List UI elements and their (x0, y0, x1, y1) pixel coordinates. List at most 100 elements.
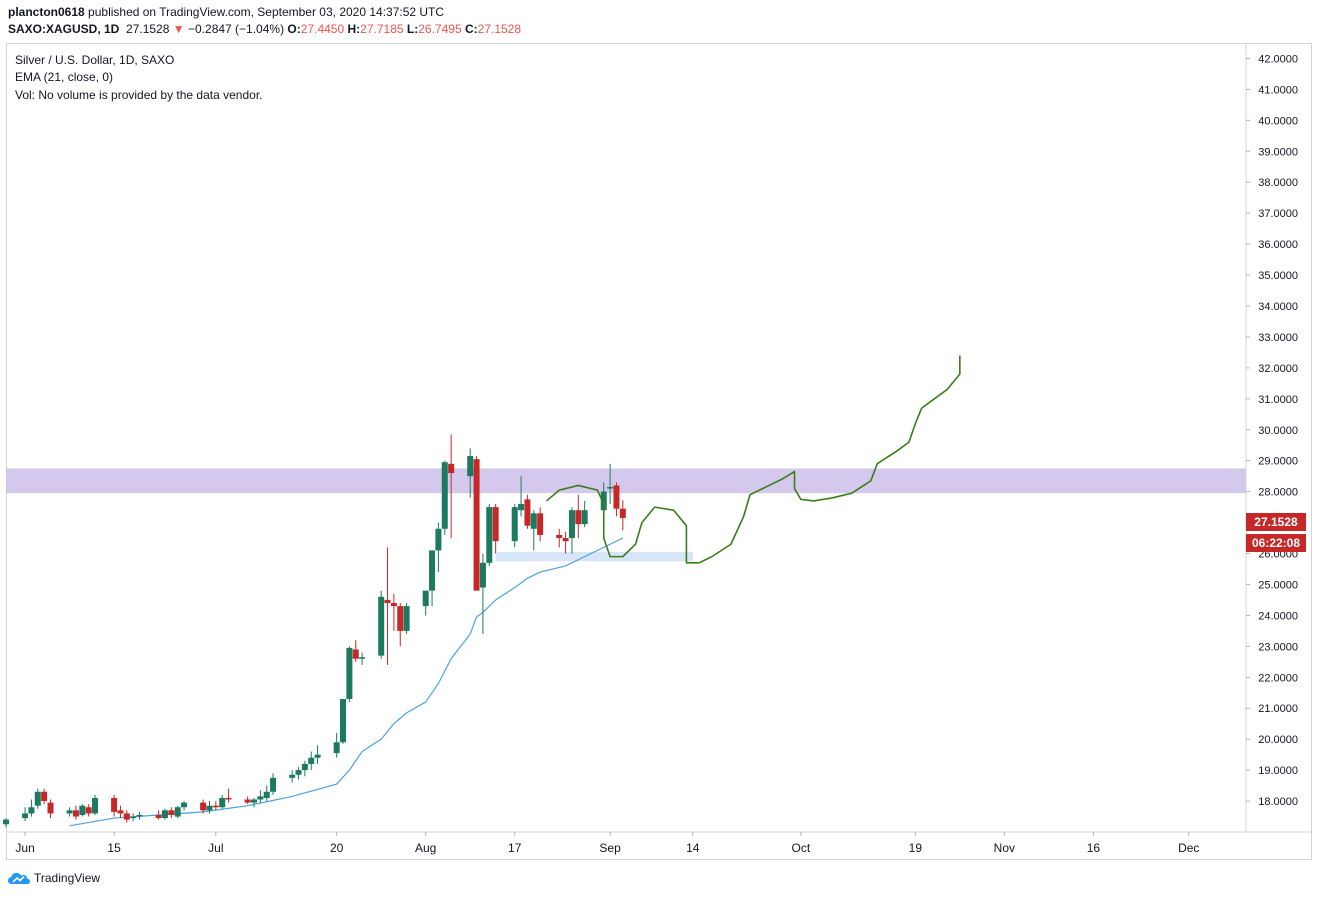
candle-body (244, 799, 251, 803)
close-label: C: (464, 22, 478, 36)
candle-body (575, 510, 582, 525)
symbol-label: SAXO:XAGUSD, 1D (8, 22, 120, 36)
candle-body (295, 770, 302, 775)
last-price-badge (1246, 513, 1306, 531)
countdown-badge-text: 06:22:08 (1252, 536, 1300, 550)
candle-body (479, 562, 486, 588)
last-price: 27.1528 (126, 22, 170, 36)
candle-body (607, 487, 614, 489)
author-name[interactable]: plancton0618 (8, 5, 85, 19)
candle-body (429, 550, 436, 591)
candle-body (346, 647, 353, 699)
candle-body (136, 814, 143, 817)
countdown-badge (1246, 534, 1306, 552)
candle-body (562, 538, 569, 542)
x-tick-label: Nov (994, 841, 1015, 855)
candle-body (212, 805, 219, 808)
tradingview-brand: TradingView (34, 871, 101, 885)
y-tick-label: 24.0000 (1258, 610, 1298, 622)
candle-body (613, 485, 620, 509)
chart-frame[interactable] (6, 43, 1312, 860)
open-label: O: (287, 22, 301, 36)
x-tick-label: Jul (208, 841, 223, 855)
candle-body (22, 813, 29, 819)
y-tick-label: 36.0000 (1258, 239, 1298, 251)
candle-body (41, 791, 48, 802)
candle-body (537, 513, 544, 535)
y-tick-label: 39.0000 (1258, 146, 1298, 158)
candle-body (422, 590, 429, 607)
candle-body (403, 606, 410, 631)
down-arrow-icon: ▼ (172, 22, 185, 36)
legend-vol: Vol: No volume is provided by the data v… (15, 88, 263, 102)
candle-body (155, 814, 162, 819)
y-tick-label: 30.0000 (1258, 425, 1298, 437)
y-tick-label: 19.0000 (1258, 765, 1298, 777)
y-tick-label: 41.0000 (1258, 84, 1298, 96)
candle-body (518, 504, 525, 511)
candle-body (486, 507, 493, 563)
ohlc-line: SAXO:XAGUSD, 1D 27.1528 ▼ −0.2847 (−1.04… (8, 22, 521, 36)
candle-body (511, 507, 518, 542)
y-tick-label: 25.0000 (1258, 579, 1298, 591)
candle-body (47, 802, 54, 814)
candle-body (397, 606, 404, 631)
candle-body (568, 510, 575, 539)
candle-body (219, 797, 226, 808)
candle-body (28, 807, 35, 814)
candle-body (130, 816, 137, 819)
y-tick-label: 20.0000 (1258, 734, 1298, 746)
open-value: 27.4450 (300, 22, 345, 36)
y-tick-label: 35.0000 (1258, 270, 1298, 282)
projection-drawing (545, 355, 961, 564)
candle-body (270, 777, 277, 792)
y-tick-label: 37.0000 (1258, 208, 1298, 220)
x-tick-label: 16 (1087, 841, 1101, 855)
candle-body (581, 510, 588, 525)
candle-body (556, 534, 563, 539)
x-tick-label: Jun (15, 841, 34, 855)
candle-body (378, 596, 385, 656)
candle-body (257, 796, 264, 800)
candle-body (181, 802, 188, 808)
candle-body (524, 499, 531, 526)
tradingview-logo[interactable]: TradingView (8, 871, 100, 885)
candle-body (530, 513, 537, 529)
candle-body (225, 797, 232, 800)
candle-body (168, 810, 175, 815)
y-tick-label: 42.0000 (1258, 53, 1298, 65)
x-tick-label: Sep (599, 841, 621, 855)
y-tick-label: 34.0000 (1258, 301, 1298, 313)
candle-body (352, 649, 359, 659)
candle-body (619, 508, 626, 518)
last-price-badge-text: 27.1528 (1254, 515, 1298, 529)
x-tick-label: Aug (415, 841, 436, 855)
y-tick-label: 33.0000 (1258, 332, 1298, 344)
candle-body (473, 459, 480, 591)
y-tick-label: 23.0000 (1258, 641, 1298, 653)
candle-body (34, 791, 41, 806)
x-tick-label: 20 (330, 841, 344, 855)
y-tick-label: 22.0000 (1258, 672, 1298, 684)
ema-line (69, 537, 624, 827)
candle-body (435, 528, 442, 551)
candle-body (123, 813, 130, 820)
candle-body (3, 819, 9, 825)
high-label: H: (347, 22, 361, 36)
x-tick-label: 14 (686, 841, 700, 855)
candle-body (390, 603, 397, 607)
candle-body (72, 810, 79, 817)
candle-body (492, 507, 499, 542)
y-tick-label: 18.0000 (1258, 796, 1298, 808)
candle-body (117, 810, 124, 814)
candle-body (289, 774, 296, 778)
candle-body (92, 797, 99, 814)
candle-body (314, 754, 321, 758)
candle-body (161, 810, 168, 819)
candle-body (85, 807, 92, 814)
x-tick-label: Oct (792, 841, 811, 855)
candle-body (333, 742, 340, 754)
y-tick-label: 31.0000 (1258, 394, 1298, 406)
candle-body (448, 463, 455, 474)
